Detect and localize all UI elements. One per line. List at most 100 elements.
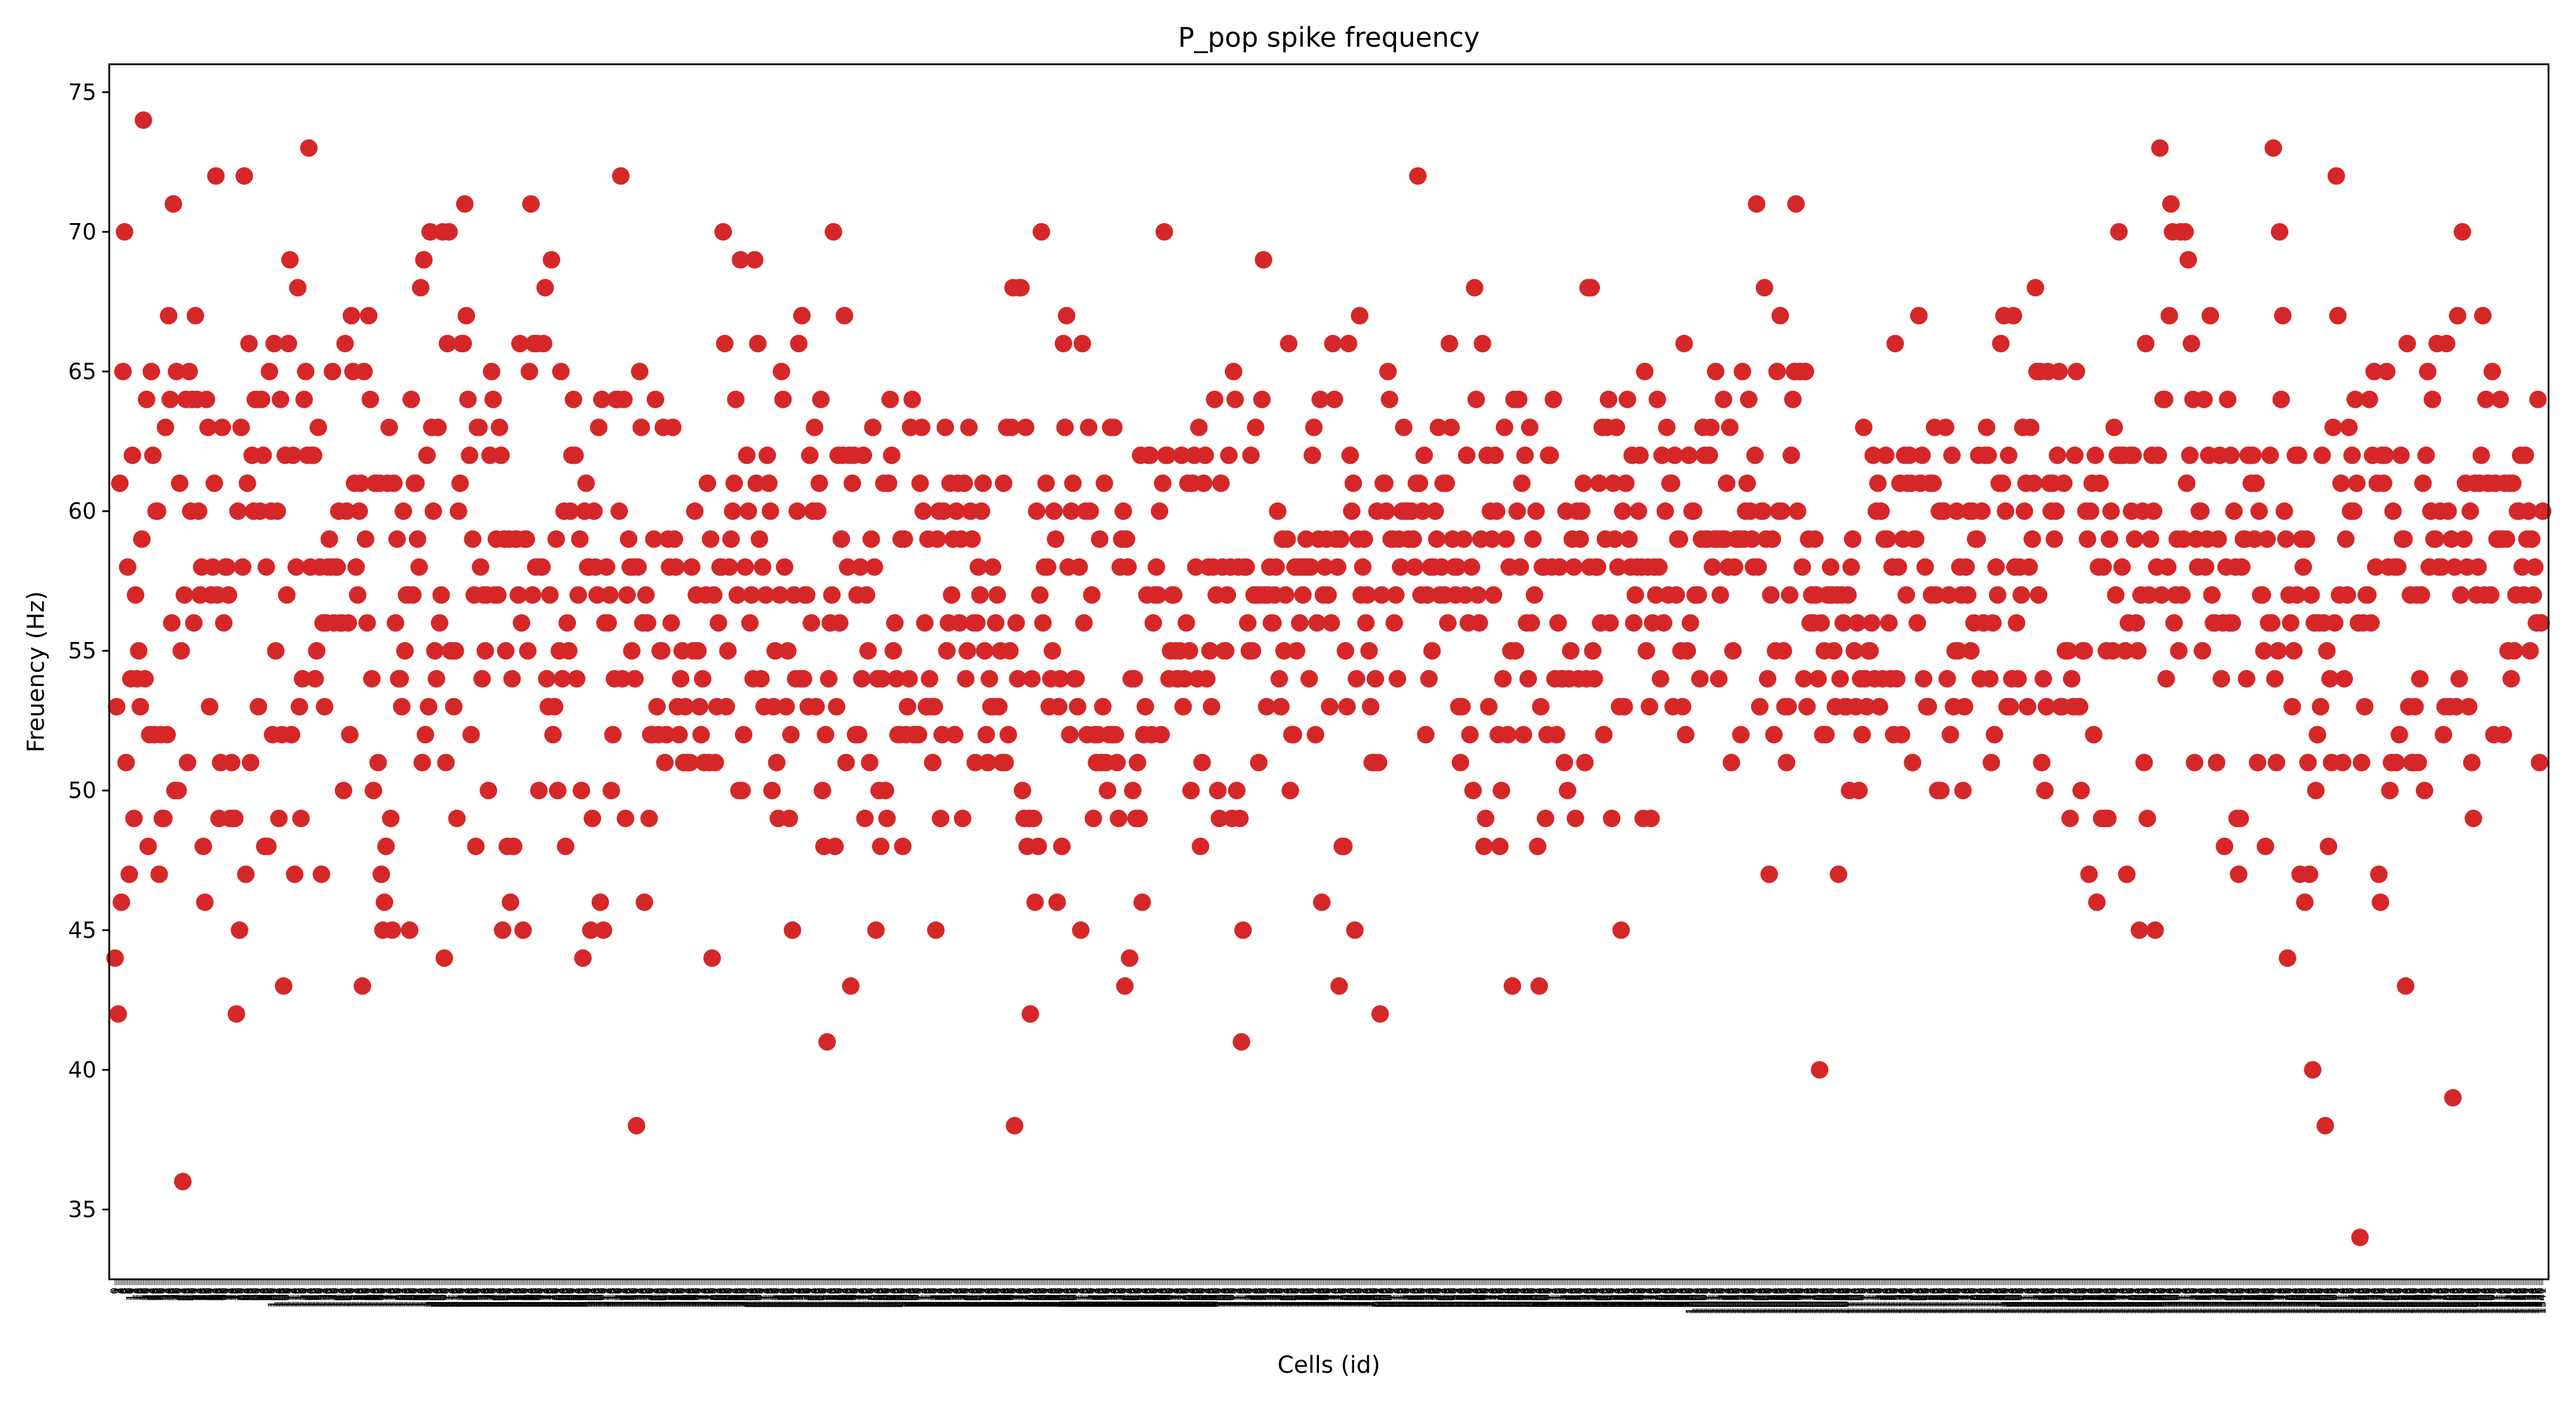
data-point (808, 502, 827, 520)
data-point (1218, 586, 1237, 604)
x-tick-label: 181 (394, 1288, 406, 1307)
data-point (1779, 697, 1797, 716)
data-point (451, 474, 469, 492)
y-tick-label: 55 (68, 638, 96, 664)
data-point (1780, 586, 1799, 604)
x-tick-label: 167 (372, 1288, 384, 1307)
x-tick-label: 38 (168, 1288, 180, 1301)
data-point (1070, 558, 1088, 576)
data-point (2365, 362, 2383, 380)
x-tick-label: 106 (276, 1288, 288, 1307)
data-point (2135, 754, 2153, 772)
data-point (1233, 1033, 1251, 1051)
data-point (1494, 669, 1512, 688)
data-point (1650, 558, 1668, 576)
data-point (2426, 530, 2445, 548)
data-point (2491, 390, 2509, 408)
data-point (1206, 390, 1224, 408)
data-point (1061, 726, 1079, 744)
data-point (716, 335, 734, 353)
data-point (1348, 669, 1366, 688)
data-point (1775, 642, 1793, 660)
data-point (1647, 586, 1665, 604)
data-point (598, 558, 616, 576)
x-tick-label: 118 (294, 1288, 307, 1307)
data-point (1037, 474, 1055, 492)
x-tick-label: 45 (179, 1288, 192, 1301)
data-point (881, 390, 899, 408)
data-point (2297, 530, 2315, 548)
data-point (1152, 726, 1170, 744)
data-point (1201, 642, 1219, 660)
data-point (810, 474, 828, 492)
data-point (1426, 502, 1445, 520)
data-point (1360, 642, 1378, 660)
data-point (1068, 697, 1086, 716)
data-point (1388, 669, 1407, 688)
data-point (2247, 474, 2265, 492)
data-point (766, 642, 784, 660)
data-point (2094, 558, 2112, 576)
data-point (1072, 921, 1090, 939)
data-point (1653, 446, 1671, 464)
data-point (1749, 558, 1767, 576)
data-point (2216, 837, 2234, 855)
x-tick-label: 150 (345, 1288, 357, 1307)
data-point (2504, 474, 2522, 492)
data-point (2472, 446, 2490, 464)
x-tick-label: 17 (136, 1288, 148, 1301)
data-point (921, 669, 939, 688)
data-point (1276, 586, 1294, 604)
data-point (1414, 502, 1432, 520)
data-point (2256, 837, 2275, 855)
x-tick-label: 21 (142, 1288, 154, 1301)
data-point (1012, 279, 1030, 297)
data-point (2433, 558, 2451, 576)
data-point (315, 697, 334, 716)
data-point (1322, 614, 1341, 632)
data-point (2343, 446, 2361, 464)
data-point (1029, 837, 1047, 855)
x-tick-label: 163 (366, 1288, 378, 1307)
x-tick-label: 52 (190, 1288, 203, 1301)
data-point (1732, 726, 1750, 744)
data-point (1567, 810, 1585, 828)
data-point (950, 614, 968, 632)
data-point (284, 446, 302, 464)
data-point (602, 782, 620, 800)
data-point (2460, 697, 2478, 716)
data-point (1258, 697, 1276, 716)
data-point (308, 642, 326, 660)
data-point (1404, 530, 1422, 548)
data-point (1812, 614, 1830, 632)
data-point (855, 446, 873, 464)
data-point (1893, 726, 1911, 744)
data-point (2345, 502, 2363, 520)
data-point (862, 530, 880, 548)
data-point (1811, 1061, 1829, 1079)
data-point (292, 810, 310, 828)
x-tick-label: 169 (375, 1288, 387, 1307)
x-tick-label: 174 (383, 1288, 395, 1307)
data-point (1437, 474, 1455, 492)
data-point (777, 697, 795, 716)
data-point (402, 390, 421, 408)
data-point (928, 530, 946, 548)
data-point (432, 586, 450, 604)
data-point (448, 810, 466, 828)
data-point (780, 810, 799, 828)
x-tick-label: 134 (320, 1288, 332, 1307)
x-tick-label: 53 (192, 1288, 204, 1301)
data-point (131, 697, 150, 716)
data-point (1106, 726, 1124, 744)
data-point (1956, 697, 1974, 716)
data-point (1608, 418, 1626, 436)
data-point (1108, 754, 1126, 772)
data-point (404, 586, 422, 604)
data-point (807, 697, 825, 716)
data-point (1053, 837, 1071, 855)
data-point (1109, 810, 1127, 828)
data-point (482, 362, 501, 380)
x-tick-label: 109 (280, 1288, 293, 1307)
